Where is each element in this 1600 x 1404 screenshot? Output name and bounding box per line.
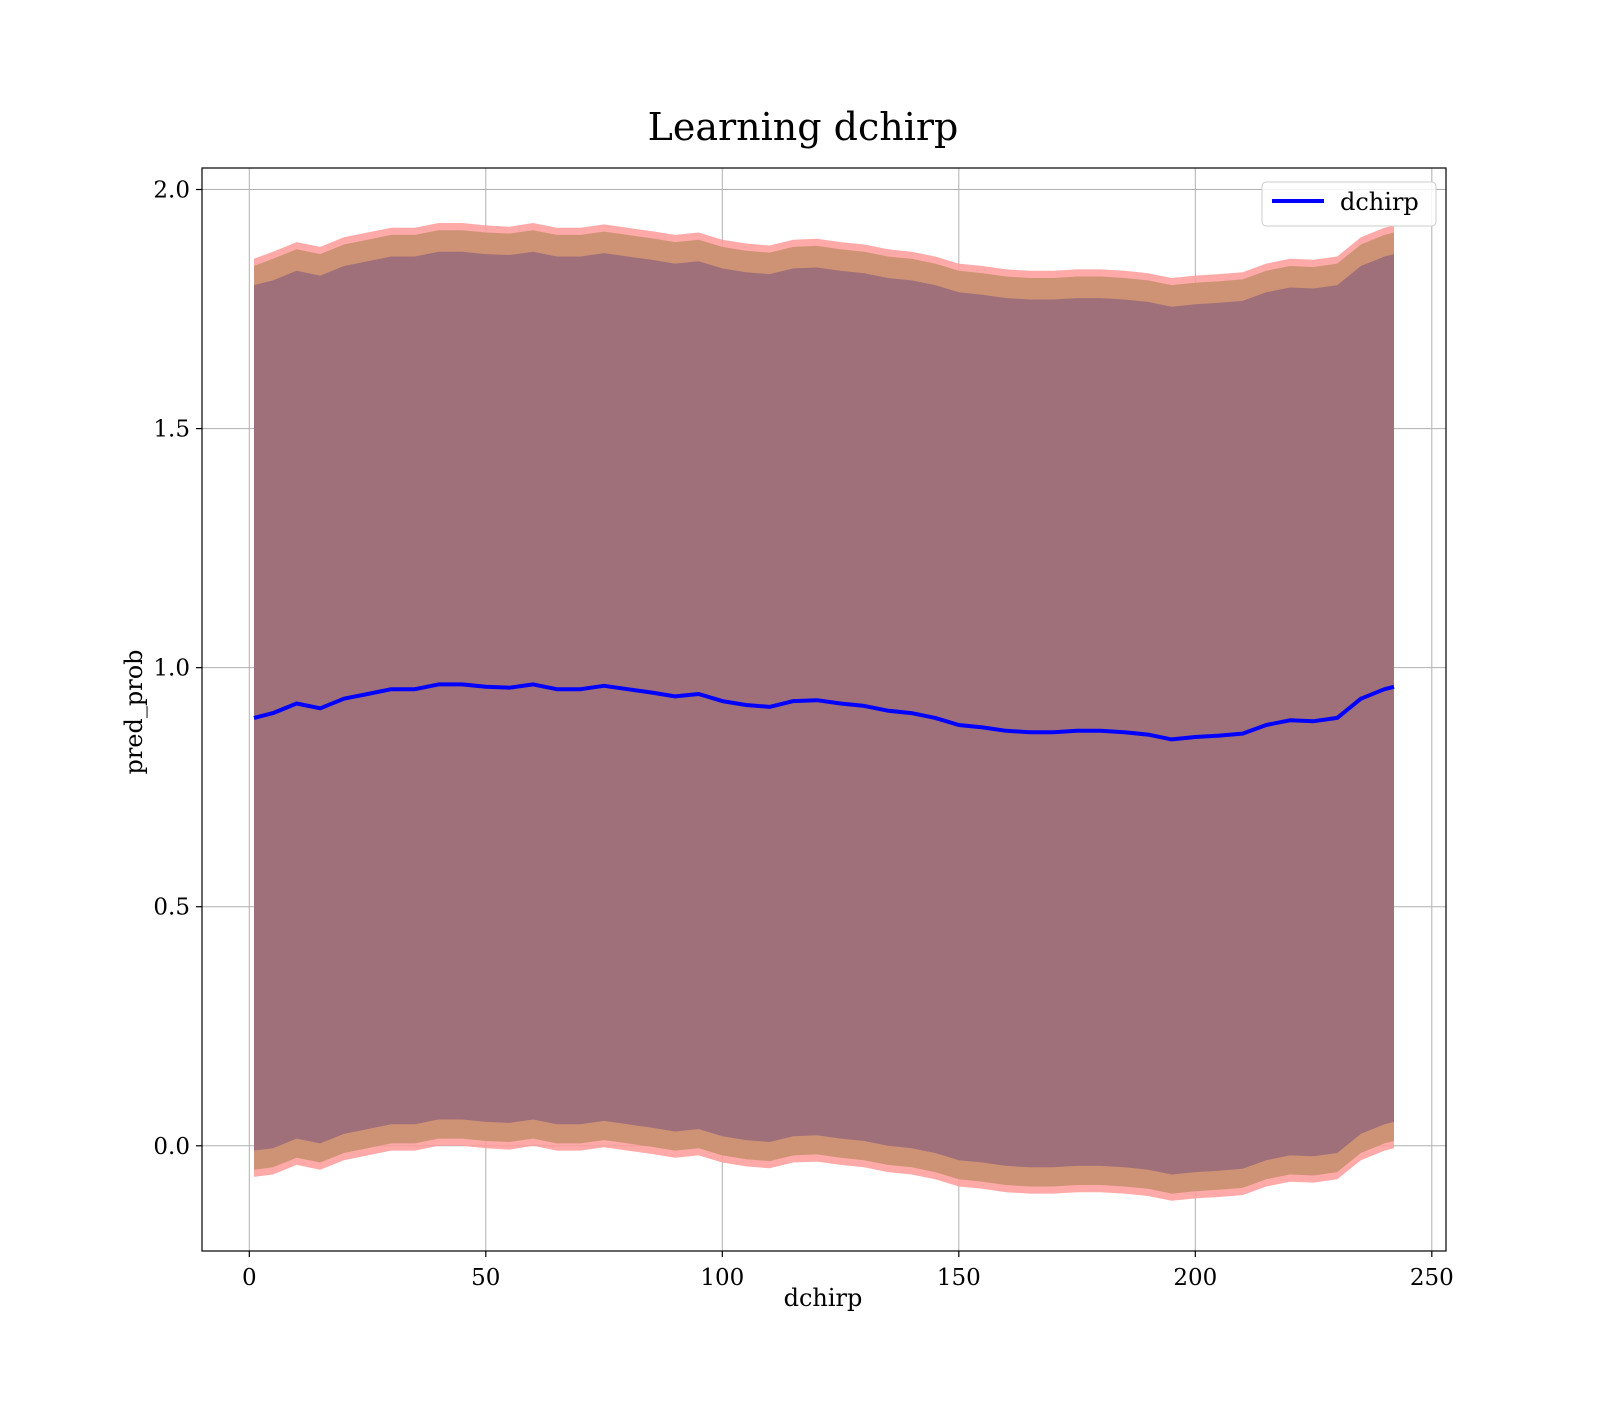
confidence-bands: [254, 223, 1394, 1201]
x-tick-label: 50: [471, 1265, 500, 1291]
y-axis-label: pred_prob: [120, 649, 148, 774]
x-tick-label: 150: [937, 1265, 981, 1291]
x-tick-label: 250: [1410, 1265, 1454, 1291]
chart-title: Learning dchirp: [648, 105, 959, 149]
x-tick-label: 0: [242, 1265, 257, 1291]
y-tick-label: 1.0: [153, 656, 190, 682]
y-tick-label: 1.5: [153, 417, 190, 443]
band-inner: [254, 251, 1394, 1175]
axis-ticks: 0 50 100 150 200 250 0.0 0.5 1.0 1.5 2.0: [153, 178, 1453, 1291]
legend: dchirp: [1261, 181, 1437, 227]
series-lines: [253, 682, 1395, 742]
y-tick-label: 0.0: [153, 1134, 190, 1160]
x-tick-label: 200: [1173, 1265, 1217, 1291]
y-tick-label: 2.0: [153, 178, 190, 204]
series-line-dchirp: [253, 682, 1395, 742]
legend-label: dchirp: [1340, 188, 1419, 216]
x-axis-label: dchirp: [784, 1284, 863, 1312]
y-tick-label: 0.5: [153, 895, 190, 921]
plot-area-frame: [201, 167, 1447, 1252]
legend-box: [1261, 181, 1437, 227]
x-tick-label: 100: [700, 1265, 744, 1291]
